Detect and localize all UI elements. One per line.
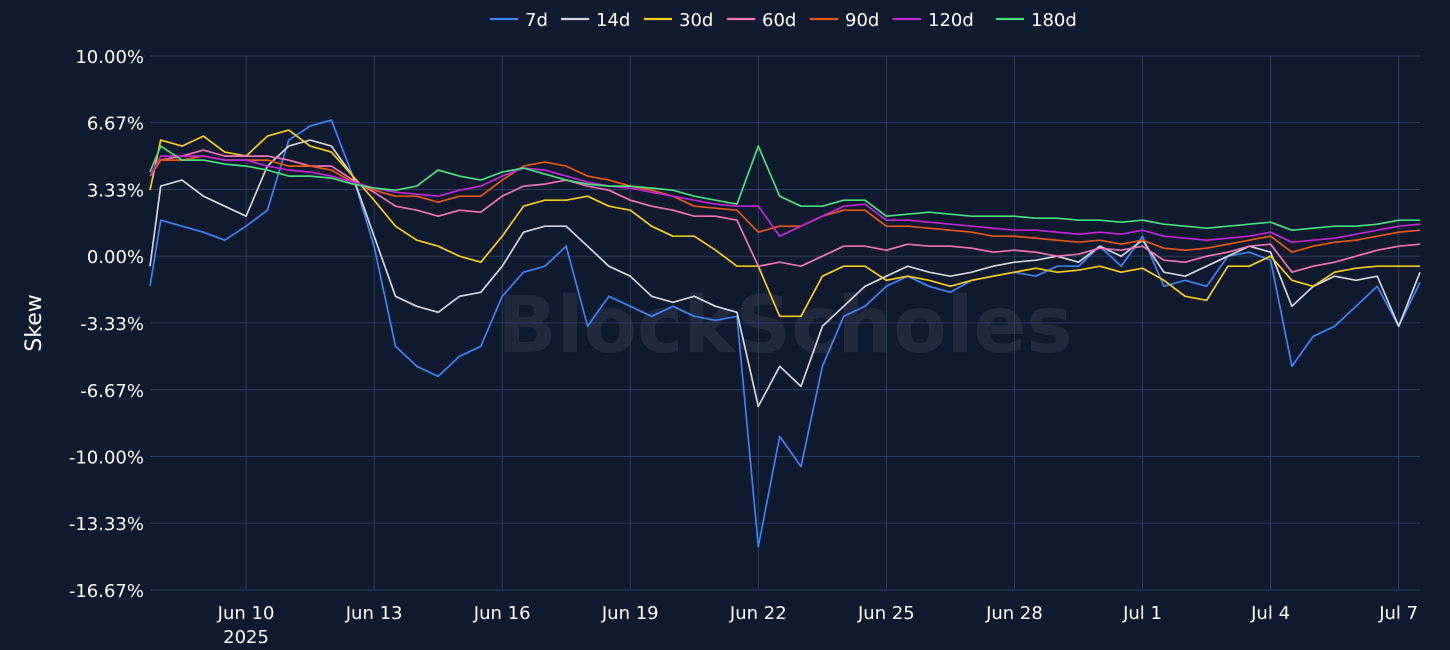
y-tick-label: -6.67% bbox=[80, 381, 144, 402]
x-tick-label: Jun 19 bbox=[601, 603, 659, 624]
y-tick-label: 10.00% bbox=[75, 47, 144, 68]
series-lines bbox=[149, 119, 1421, 548]
legend: 7d 14d 30d 60d 90d 120d 180d bbox=[490, 10, 1077, 31]
x-tick-label: Jul 4 bbox=[1250, 603, 1290, 624]
y-tick-label: -16.67% bbox=[69, 581, 144, 602]
x-tick-label: Jun 10 bbox=[217, 603, 275, 624]
y-tick-label: 0.00% bbox=[87, 247, 144, 268]
legend-label-60d: 60d bbox=[762, 10, 796, 31]
series-line-180d bbox=[149, 145, 1420, 232]
x-tick-label: Jun 13 bbox=[345, 603, 403, 624]
series-line-120d bbox=[149, 155, 1421, 244]
y-tick-label: -10.00% bbox=[69, 447, 144, 468]
x-tick-label: Jun 22 bbox=[729, 603, 787, 624]
y-tick-label: 6.67% bbox=[87, 114, 144, 135]
x-tick-label: Jun 28 bbox=[985, 603, 1043, 624]
legend-label-30d: 30d bbox=[679, 10, 713, 31]
legend-label-7d: 7d bbox=[525, 10, 548, 31]
series-line-60d bbox=[149, 149, 1421, 274]
watermark: BlockScholes bbox=[497, 281, 1072, 371]
x-tick-sublabel: 2025 bbox=[223, 627, 269, 648]
y-tick-label: 3.33% bbox=[87, 181, 144, 202]
x-axis: Jun 10 2025 Jun 13 Jun 16 Jun 19 Jun 22 Jun 25… bbox=[217, 603, 1418, 648]
grid bbox=[150, 55, 1420, 591]
y-tick-label: -13.33% bbox=[69, 514, 144, 535]
legend-label-120d: 120d bbox=[928, 10, 974, 31]
y-axis: 10.00% 6.67% 3.33% 0.00% -3.33% -6.67% -10.00%… bbox=[69, 47, 144, 602]
x-tick-label: Jun 16 bbox=[473, 603, 531, 624]
y-axis-title: Skew bbox=[22, 294, 47, 351]
x-tick-label: Jul 1 bbox=[1122, 603, 1162, 624]
legend-label-180d: 180d bbox=[1031, 10, 1077, 31]
series-line-30d bbox=[149, 129, 1420, 318]
x-tick-label: Jun 25 bbox=[857, 603, 915, 624]
y-tick-label: -3.33% bbox=[80, 314, 144, 335]
legend-label-14d: 14d bbox=[596, 10, 630, 31]
x-tick-label: Jul 7 bbox=[1378, 603, 1418, 624]
legend-label-90d: 90d bbox=[845, 10, 879, 31]
